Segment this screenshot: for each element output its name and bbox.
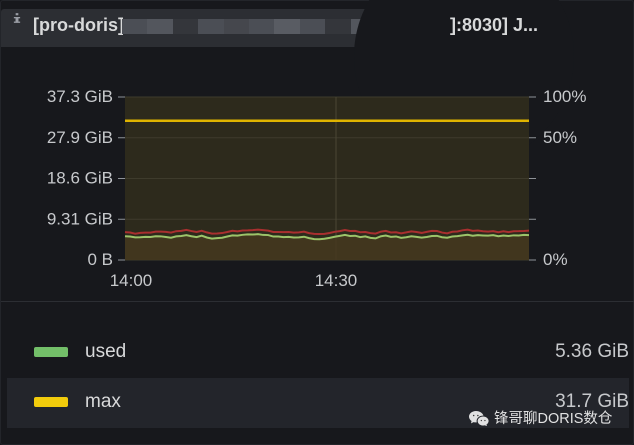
svg-text:14:30: 14:30 — [315, 271, 358, 290]
svg-text:18.6 GiB: 18.6 GiB — [47, 169, 113, 188]
svg-text:27.9 GiB: 27.9 GiB — [47, 128, 113, 147]
svg-text:0 B: 0 B — [87, 250, 113, 269]
svg-text:9.31 GiB: 9.31 GiB — [47, 209, 113, 228]
svg-text:0%: 0% — [543, 250, 568, 269]
svg-text:14:00: 14:00 — [110, 271, 153, 290]
svg-text:37.3 GiB: 37.3 GiB — [47, 87, 113, 106]
svg-text:50%: 50% — [543, 128, 577, 147]
svg-text:100%: 100% — [543, 87, 586, 106]
